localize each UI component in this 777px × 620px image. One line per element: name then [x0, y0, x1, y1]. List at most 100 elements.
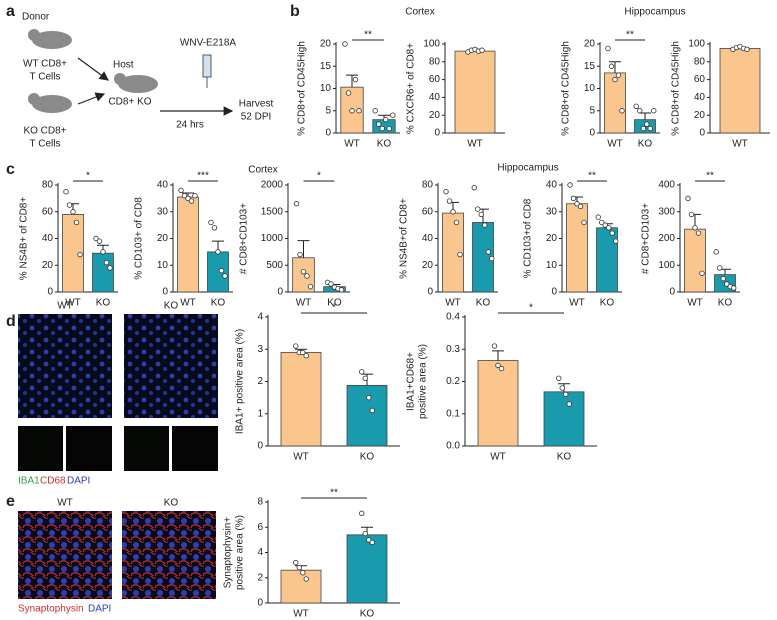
y-tick-label: 0.2 [446, 376, 460, 387]
section-title: Cortex [405, 7, 434, 18]
data-point [366, 537, 372, 543]
y-tick-label: 4 [257, 547, 263, 558]
data-point [720, 275, 726, 282]
data-point [107, 265, 113, 271]
micrographs: WT KO IBA1 CD68 DAPI WT KO Synaptophysin… [18, 301, 218, 615]
mouse [118, 75, 158, 93]
y-tick-label: 6 [257, 522, 263, 533]
data-point [304, 273, 310, 279]
y-axis-label: positive area (%) [235, 515, 246, 590]
diagram-text: WT CD8+ [23, 59, 67, 70]
data-point [695, 230, 702, 236]
micrograph [124, 426, 169, 471]
data-point [300, 570, 306, 576]
data-point [651, 108, 657, 114]
y-tick-label: 80 [694, 56, 706, 67]
data-point [185, 195, 191, 202]
legend-text: Synaptophysin [18, 604, 84, 615]
data-point [293, 343, 299, 349]
bar [207, 251, 229, 293]
data-point [383, 116, 389, 123]
x-tick-label: KO [96, 298, 111, 309]
data-point [595, 214, 601, 220]
y-tick-label: 20 [42, 260, 54, 271]
bar-chart: 0 5 10 15 20 % CD8+of CD45High WT KO ** [297, 30, 400, 150]
x-tick-label: KO [377, 139, 392, 150]
data-point [647, 125, 653, 132]
x-tick-label: WT [467, 139, 483, 150]
data-point [218, 267, 225, 274]
y-tick-label: 10 [320, 83, 332, 94]
x-tick-label: WT [180, 298, 196, 309]
data-point [369, 539, 375, 546]
data-point [443, 188, 449, 195]
data-point [303, 353, 309, 359]
micrograph [66, 426, 112, 471]
y-tick-label: 0 [589, 128, 595, 139]
bar-chart: 0 2 4 6 8 Synaptophysin+ positive area (%) WT KO… [223, 488, 400, 620]
diagram: Donor WT CD8+ T Cells KO CD8+ T Cells Ho… [22, 12, 273, 150]
data-point [457, 251, 463, 258]
syringe [202, 54, 212, 78]
data-point [356, 108, 362, 114]
bar [684, 228, 706, 293]
diagram-text: CD8+ KO [108, 97, 151, 108]
y-tick-label: 20 [584, 39, 596, 50]
image-label: KO [164, 301, 179, 312]
y-tick-label: 40 [429, 92, 441, 103]
error-bar [346, 74, 358, 88]
y-tick-label: 200 [658, 233, 675, 244]
y-tick-label: 0 [325, 128, 331, 139]
y-tick-label: 0.0 [446, 441, 460, 452]
micrograph [172, 426, 218, 471]
data-point [567, 182, 573, 188]
y-axis-label: IBA1+CD68+ [406, 352, 417, 411]
y-tick-label: 8 [257, 497, 263, 508]
data-point [724, 281, 730, 287]
image-label: WT [57, 498, 73, 509]
section-title: Hippocampus [497, 163, 558, 174]
data-point [479, 47, 485, 53]
y-tick-label: 40 [42, 233, 54, 244]
y-tick-label: 5 [325, 105, 331, 116]
mouse [28, 93, 40, 105]
data-point [300, 349, 306, 356]
data-point [613, 238, 619, 244]
bar-chart: 0 20 40 60 80 100 % CD8+of CD45High WT [671, 39, 770, 150]
bar [92, 252, 114, 293]
x-tick-label: KO [718, 298, 733, 309]
y-tick-label: 2000 [261, 180, 284, 191]
data-point [717, 265, 723, 271]
x-tick-label: WT [687, 298, 703, 309]
y-tick-label: 60 [429, 74, 441, 85]
data-point [577, 203, 584, 210]
x-tick-label: WT [569, 298, 585, 309]
y-axis-label: % NS4B+ of CD8+ [19, 197, 30, 281]
error-bar [609, 61, 621, 73]
arrow [77, 92, 106, 105]
data-point [296, 564, 302, 571]
significance-label: * [317, 171, 321, 182]
bar [596, 227, 618, 293]
data-point [359, 369, 365, 375]
mouse [32, 95, 72, 113]
y-tick-label: 20 [320, 39, 332, 50]
data-point [633, 103, 639, 109]
data-point [181, 192, 188, 199]
data-point [608, 63, 615, 69]
y-axis-label: # CD8+CD103+ [641, 203, 652, 274]
y-tick-label: 5 [589, 105, 595, 116]
data-point [615, 72, 622, 78]
y-tick-label: 10 [584, 83, 596, 94]
legend-text: IBA1 [18, 476, 40, 487]
significance-label: ** [626, 30, 634, 41]
data-point [478, 211, 484, 218]
significance-label: *** [197, 171, 209, 182]
x-tick-label: WT [296, 298, 312, 309]
x-tick-label: KO [638, 139, 653, 150]
y-tick-label: 100 [423, 39, 440, 50]
arrow [77, 57, 109, 81]
data-point [73, 219, 80, 226]
data-point [379, 125, 385, 132]
y-axis-label: % CD103+of CD8 [523, 198, 534, 278]
